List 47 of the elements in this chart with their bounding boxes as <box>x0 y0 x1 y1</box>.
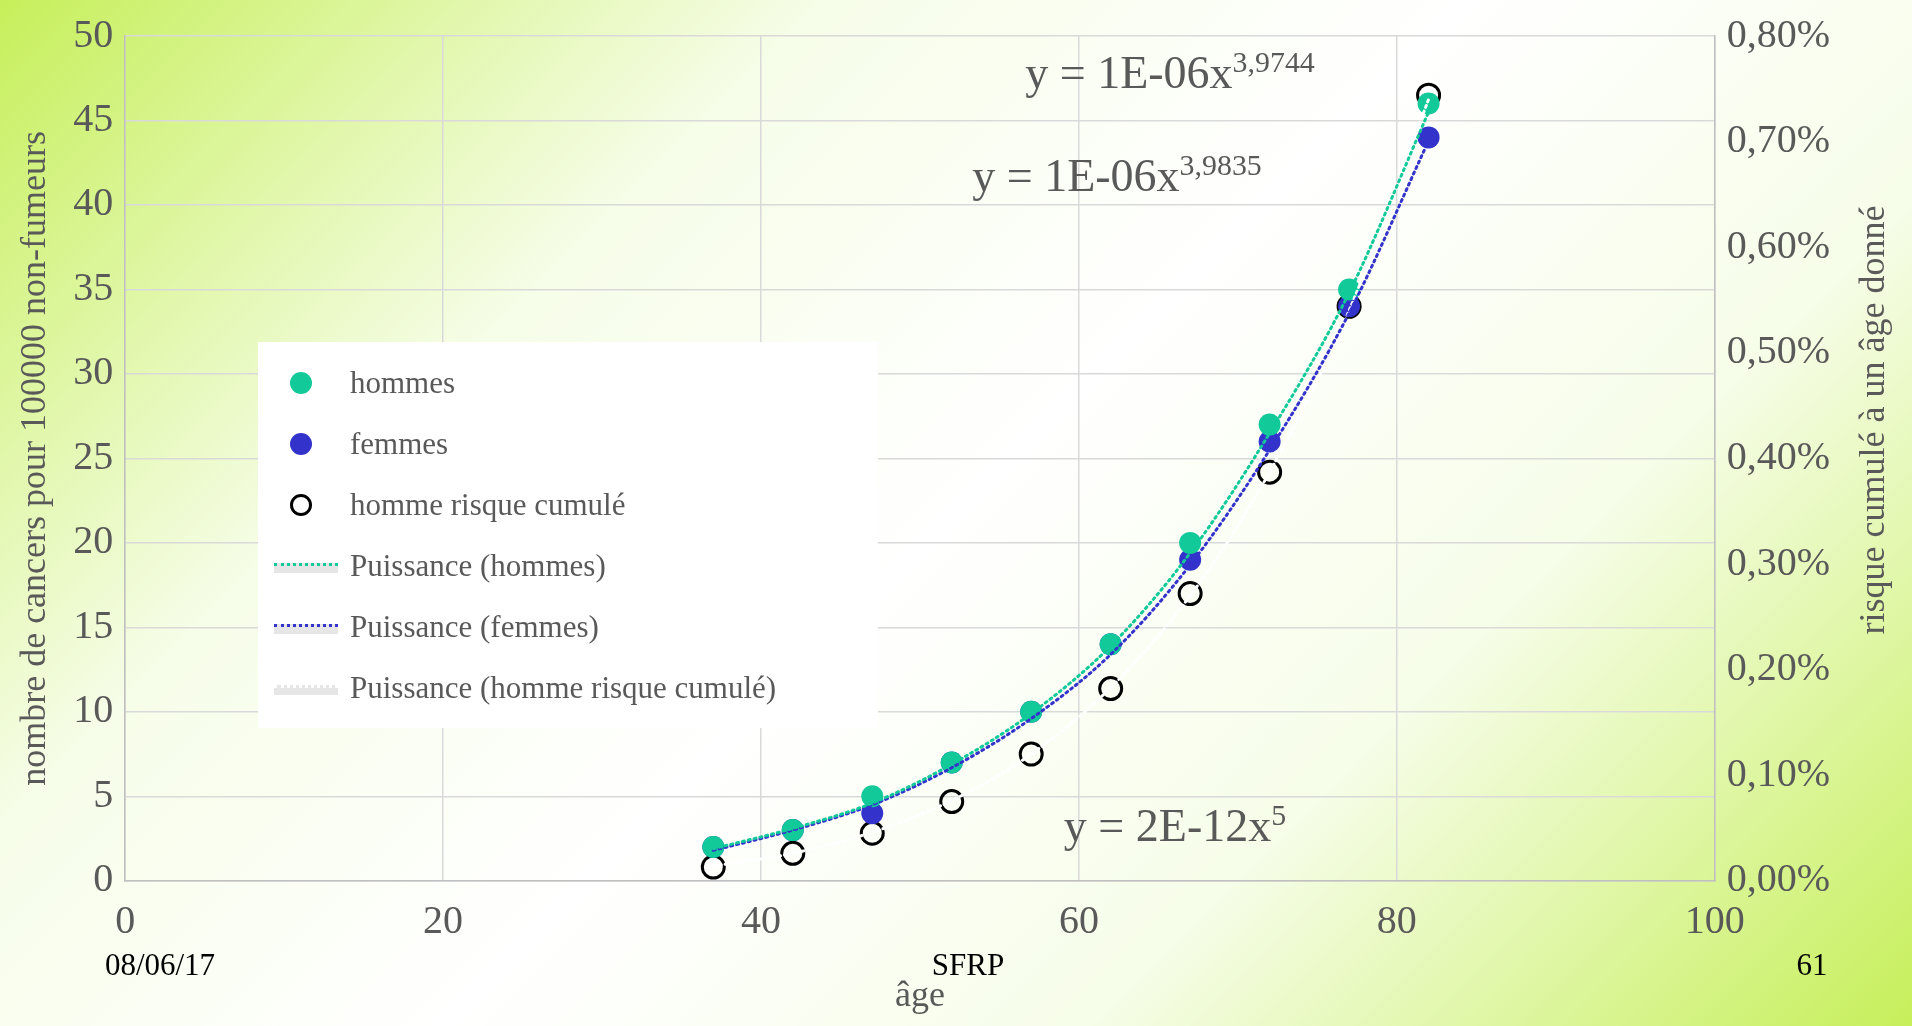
x-tick-label: 80 <box>1376 897 1417 943</box>
y2-axis-title: risque cumulé à un âge donné <box>1851 205 1893 635</box>
y2-tick-label: 0,70% <box>1726 116 1831 162</box>
y-tick-label: 40 <box>73 179 114 225</box>
point <box>700 854 726 880</box>
y-tick-label: 45 <box>73 94 114 140</box>
point <box>1179 531 1202 554</box>
x-tick-label: 60 <box>1058 897 1099 943</box>
legend-label: Puissance (hommes) <box>350 547 606 584</box>
point <box>1257 459 1283 485</box>
text: 61 <box>1796 947 1828 983</box>
point <box>1098 676 1124 702</box>
y2-tick-label: 0,80% <box>1726 10 1831 56</box>
x-tick-label: 40 <box>740 897 781 943</box>
point <box>1417 126 1440 149</box>
y-tick-label: 5 <box>93 770 114 816</box>
text: SFRP <box>931 947 1005 982</box>
y2-tick-label: 0,10% <box>1726 749 1831 795</box>
x-tick-label: 20 <box>423 897 464 943</box>
y-tick-label: 50 <box>73 10 114 56</box>
y2-tick-label: 0,20% <box>1726 644 1831 690</box>
legend-label: homme risque cumulé <box>350 486 626 523</box>
y-tick-label: 20 <box>73 517 114 563</box>
y-tick-label: 10 <box>73 686 114 732</box>
y2-tick-label: 0,30% <box>1726 538 1831 584</box>
y-tick-label: 35 <box>73 263 114 309</box>
legend-label: Puissance (femmes) <box>350 608 599 645</box>
y2-tick-label: 0,40% <box>1726 432 1831 478</box>
y-tick-label: 0 <box>93 855 114 901</box>
point <box>1018 741 1044 767</box>
text: 08/06/17 <box>104 947 216 983</box>
y2-tick-label: 0,60% <box>1726 221 1831 267</box>
point <box>939 789 965 815</box>
point <box>1177 581 1203 607</box>
legend-label: hommes <box>350 364 456 401</box>
y-tick-label: 15 <box>73 601 114 647</box>
annotation: y = 2E-12x$^{5}$ <box>1063 797 1287 853</box>
y-tick-label: 30 <box>73 348 114 394</box>
annotation: y = 1E-06x$^{3,9835}$ <box>972 147 1262 203</box>
legend-label: femmes <box>350 425 449 462</box>
legend-label: Puissance (homme risque cumulé) <box>350 669 777 706</box>
y-axis-title: nombre de cancers pour 100000 non-fumeurs <box>13 130 54 786</box>
y2-tick-label: 0,50% <box>1726 327 1831 373</box>
y-tick-label: 25 <box>73 432 114 478</box>
point <box>859 820 885 846</box>
annotation: y = 1E-06x$^{3,9744}$ <box>1025 44 1315 100</box>
point <box>780 840 806 866</box>
